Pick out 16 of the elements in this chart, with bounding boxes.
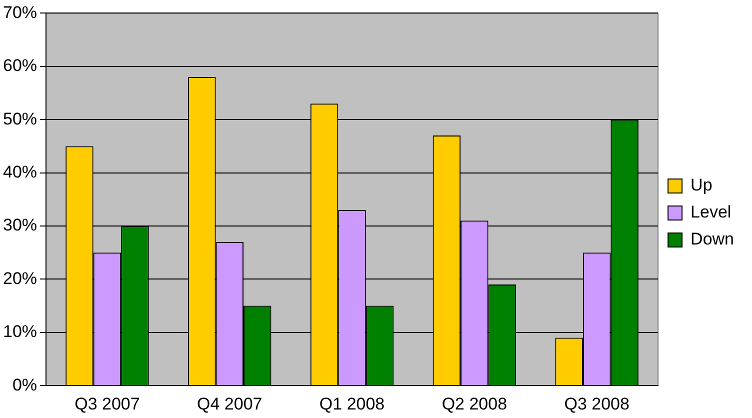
legend-label: Up: [690, 176, 712, 195]
x-tick-label: Q2 2008: [442, 394, 508, 414]
y-tick-label: 10%: [2, 322, 38, 342]
y-tick-label: 60%: [2, 56, 38, 76]
legend-label: Level: [690, 202, 732, 222]
x-tick-label: Q1 2008: [319, 394, 385, 414]
y-tick-label: 0%: [12, 375, 38, 394]
y-tick-label: 30%: [2, 216, 38, 235]
y-tick-label: 50%: [2, 109, 38, 128]
y-tick-label: 70%: [2, 2, 38, 22]
y-tick-label: 40%: [2, 162, 38, 182]
x-tick-label: Q3 2008: [564, 394, 630, 414]
x-tick-label: Q3 2007: [74, 394, 140, 414]
y-tick-label: 20%: [2, 268, 38, 288]
x-tick-label: Q4 2007: [197, 394, 262, 414]
legend-label: Down: [690, 230, 734, 249]
